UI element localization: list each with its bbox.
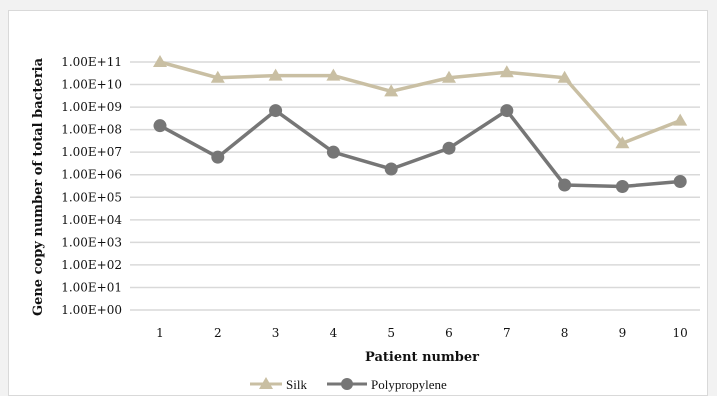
series-line-silk [159,60,681,145]
data-point-polypropylene [558,178,572,192]
data-point-polypropylene [211,150,225,164]
x-tick-label: 2 [214,326,222,340]
chart-frame [8,10,708,396]
y-axis-title: Gene copy number of total bacteria [31,57,46,316]
data-point-polypropylene [269,104,283,118]
legend-label-silk: Silk [286,377,307,392]
y-tick-label: 1.00E+05 [61,190,122,204]
data-point-silk [615,136,630,149]
y-tick-labels: 1.00E+00 1.00E+01 1.00E+02 1.00E+03 1.00E+04… [61,55,122,317]
data-point-polypropylene [326,145,340,159]
gridlines [130,61,700,311]
legend: Silk Polypropylene [250,377,447,392]
data-point-silk [326,68,341,81]
x-tick-label: 4 [330,326,338,340]
data-point-silk [210,70,225,83]
x-tick-label: 8 [561,326,569,340]
legend-item-polypropylene: Polypropylene [327,377,447,392]
data-series [153,55,688,194]
data-point-silk [557,70,572,83]
x-axis-title: Patient number [365,350,479,365]
x-tick-label: 7 [503,326,511,340]
y-tick-label: 1.00E+00 [61,303,122,317]
y-tick-label: 1.00E+01 [61,280,122,294]
data-point-polypropylene [384,162,398,176]
data-point-polypropylene [500,104,514,118]
y-tick-label: 1.00E+02 [61,258,122,272]
x-tick-label: 10 [673,326,688,340]
data-point-polypropylene [153,119,167,133]
data-point-polypropylene [615,180,629,194]
data-point-silk [268,68,283,81]
y-tick-label: 1.00E+11 [61,55,122,69]
legend-label-polypropylene: Polypropylene [371,377,447,392]
x-tick-label: 1 [156,326,164,340]
y-tick-label: 1.00E+09 [61,100,122,114]
data-point-silk [673,113,688,126]
x-tick-label: 9 [619,326,627,340]
data-point-polypropylene [442,141,456,155]
y-tick-label: 1.00E+10 [61,78,122,92]
y-tick-label: 1.00E+07 [61,145,122,159]
x-tick-label: 6 [445,326,453,340]
y-tick-label: 1.00E+06 [61,168,122,182]
data-point-polypropylene [673,175,687,189]
y-tick-label: 1.00E+03 [61,235,122,249]
x-tick-label: 3 [272,326,280,340]
y-tick-label: 1.00E+04 [61,213,122,227]
x-tick-label: 5 [387,326,395,340]
data-point-silk [384,84,399,97]
series-line-polypropylene [159,108,681,189]
data-point-silk [499,65,514,78]
data-point-silk [153,55,167,67]
y-tick-label: 1.00E+08 [61,123,122,137]
x-tick-labels: 1 2 3 4 5 6 7 8 9 10 [156,326,688,340]
data-point-silk [442,70,456,83]
legend-item-silk: Silk [250,377,307,392]
